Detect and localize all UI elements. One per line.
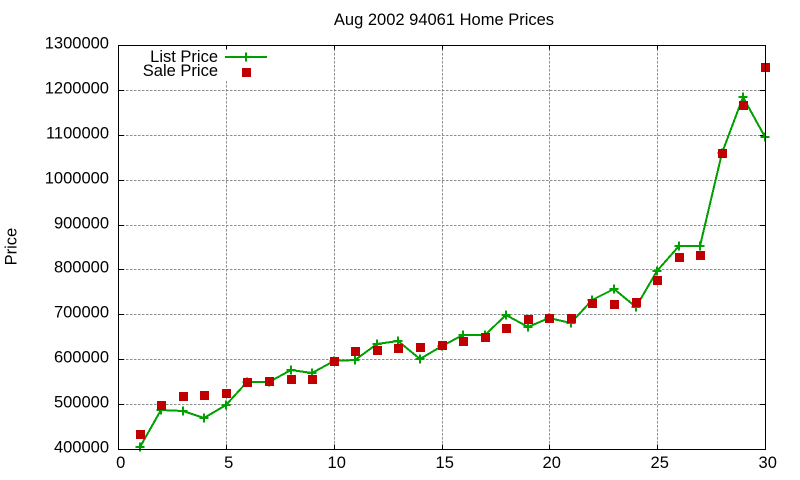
svg-text:800000: 800000 (54, 259, 109, 277)
svg-text:15: 15 (436, 454, 454, 472)
svg-text:5: 5 (224, 454, 233, 472)
svg-text:1200000: 1200000 (45, 80, 109, 98)
svg-text:600000: 600000 (54, 349, 109, 367)
svg-text:Price: Price (3, 228, 21, 266)
svg-text:10: 10 (328, 454, 346, 472)
svg-text:25: 25 (651, 454, 669, 472)
svg-text:Sale Price: Sale Price (143, 62, 218, 80)
svg-text:30: 30 (759, 454, 777, 472)
svg-text:400000: 400000 (54, 439, 109, 457)
svg-text:Aug 2002 94061 Home Prices: Aug 2002 94061 Home Prices (334, 11, 554, 29)
svg-text:700000: 700000 (54, 304, 109, 322)
svg-text:0: 0 (116, 454, 125, 472)
svg-text:900000: 900000 (54, 215, 109, 233)
svg-text:1000000: 1000000 (45, 170, 109, 188)
svg-text:20: 20 (543, 454, 561, 472)
svg-text:500000: 500000 (54, 394, 109, 412)
svg-text:List Price: List Price (150, 48, 218, 66)
svg-text:1300000: 1300000 (45, 35, 109, 53)
svg-text:1100000: 1100000 (46, 125, 109, 143)
